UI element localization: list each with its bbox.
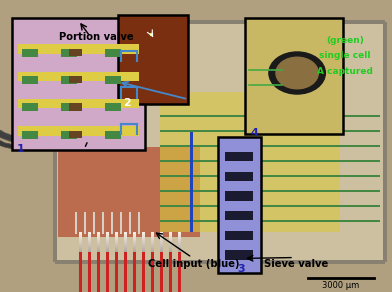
Bar — [69, 76, 82, 83]
Bar — [61, 103, 77, 111]
Text: 1: 1 — [17, 144, 25, 154]
Text: (green): (green) — [326, 36, 364, 45]
Bar — [22, 131, 38, 139]
Text: A captured: A captured — [317, 67, 373, 76]
Bar — [69, 103, 82, 111]
Bar — [18, 126, 139, 136]
Bar — [105, 131, 121, 139]
Bar — [22, 48, 38, 57]
Bar — [18, 72, 139, 81]
Circle shape — [276, 57, 318, 89]
Text: Portion valve: Portion valve — [59, 32, 133, 41]
Bar — [18, 99, 139, 108]
Bar — [245, 18, 343, 134]
Text: single cell: single cell — [319, 51, 371, 60]
Text: 3: 3 — [237, 264, 245, 274]
Bar — [22, 103, 38, 111]
Text: Sieve valve: Sieve valve — [264, 259, 328, 269]
Bar — [12, 18, 145, 150]
Bar — [225, 211, 253, 220]
Text: Cell input (blue): Cell input (blue) — [148, 259, 240, 269]
Bar — [61, 48, 77, 57]
Bar — [225, 250, 253, 260]
Bar — [225, 231, 253, 240]
Bar — [61, 131, 77, 139]
Bar — [69, 131, 82, 138]
Bar — [225, 171, 253, 181]
Circle shape — [269, 52, 325, 94]
Text: 3000 μm: 3000 μm — [322, 281, 360, 290]
Text: 2: 2 — [123, 98, 131, 107]
Bar — [105, 76, 121, 84]
Text: 4: 4 — [250, 128, 258, 138]
Bar — [118, 15, 188, 104]
Bar — [225, 152, 253, 161]
Bar — [69, 48, 82, 56]
Bar — [18, 44, 139, 54]
Bar — [22, 76, 38, 84]
Bar — [61, 76, 77, 84]
Bar — [225, 191, 253, 201]
Bar — [218, 137, 261, 273]
Bar — [105, 103, 121, 111]
Bar — [105, 48, 121, 57]
